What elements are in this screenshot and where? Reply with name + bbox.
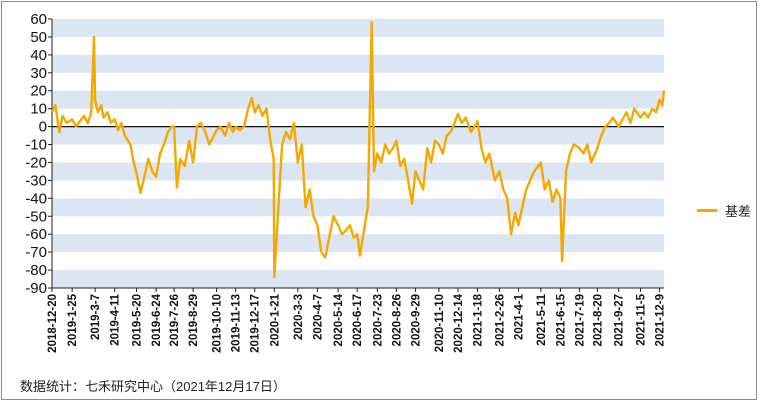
x-tick-label: 2018-12-20 (47, 294, 59, 353)
y-tick-label: 30 (30, 65, 47, 82)
x-tick-label: 2021-4-1 (513, 293, 525, 340)
x-tick-label: 2020-3-3 (293, 294, 305, 340)
x-tick-label: 2021-1-18 (473, 293, 485, 346)
x-tick-label: 2019-8-29 (188, 294, 200, 346)
y-tick-label: -30 (25, 172, 47, 189)
y-tick-label: -80 (25, 262, 47, 279)
y-tick-label: -40 (25, 190, 47, 207)
legend-swatch (697, 209, 717, 212)
x-tick-label: 2019-3-7 (90, 294, 102, 340)
x-tick-label: 2019-5-20 (132, 294, 144, 346)
grid-band (52, 90, 664, 109)
x-tick-label: 2020-5-14 (333, 293, 345, 346)
x-tick-label: 2020-9-29 (410, 294, 422, 346)
x-tick-label: 2020-6-17 (352, 294, 364, 346)
grid-band (52, 162, 664, 181)
grid-band (52, 54, 664, 73)
grid-band (52, 126, 664, 145)
x-tick-label: 2019-11-13 (231, 294, 243, 352)
x-tick-label: 2021-12-9 (655, 294, 667, 346)
series-layer (50, 21, 666, 279)
x-tick-label: 2019-10-10 (212, 294, 224, 353)
x-tick-label: 2020-11-10 (434, 294, 446, 352)
x-tick-label: 2020-7-23 (372, 294, 384, 346)
y-tick-label: 20 (30, 83, 47, 100)
y-tick-label: 0 (39, 119, 47, 136)
x-tick-label: 2019-1-25 (67, 293, 79, 346)
x-tick-label: 2021-8-20 (592, 294, 604, 346)
x-tick-label: 2019-6-24 (151, 293, 163, 346)
x-tick-label: 2021-6-15 (555, 293, 567, 346)
legend-label: 基差 (725, 204, 752, 219)
grid-band (52, 198, 664, 217)
x-tick-label: 2021-11-5 (635, 293, 647, 345)
y-tick-label: 60 (30, 11, 47, 28)
x-tick-label: 2020-8-26 (391, 294, 403, 346)
grid-band (52, 19, 664, 37)
x-tick-label: 2019-4-11 (110, 293, 122, 345)
y-tick-label: -90 (25, 280, 47, 297)
x-tick-label: 2021-2-26 (494, 294, 506, 346)
x-tick-label: 2021-7-19 (574, 294, 586, 346)
x-tick-label: 2019-12-17 (250, 294, 262, 353)
x-tick-label: 2021-5-11 (536, 293, 548, 345)
y-tick-label: -60 (25, 226, 47, 243)
y-tick-label: 40 (30, 47, 47, 64)
x-axis: 2018-12-20 2019-1-25 2019-3-7 2019-4-11 2019… (47, 287, 667, 353)
x-tick-label: 2020-1-21 (269, 293, 281, 346)
y-tick-label: -50 (25, 208, 47, 225)
series-line-basis (50, 21, 666, 279)
y-tick-label: -10 (25, 137, 47, 154)
y-tick-label: 50 (30, 29, 47, 46)
x-tick-label: 2019-7-26 (169, 294, 181, 346)
x-tick-label: 2020-12-14 (453, 293, 465, 352)
y-tick-label: -20 (25, 154, 47, 171)
source-note: 数据统计：七禾研究中心（2021年12月17日） (20, 379, 286, 394)
x-tick-label: 2020-4-7 (312, 294, 324, 340)
grid-band (52, 270, 664, 288)
legend: 基差 (697, 201, 751, 220)
x-tick-label: 2021-9-27 (614, 294, 626, 346)
y-tick-label: 10 (30, 101, 47, 118)
y-tick-label: -70 (25, 244, 47, 261)
